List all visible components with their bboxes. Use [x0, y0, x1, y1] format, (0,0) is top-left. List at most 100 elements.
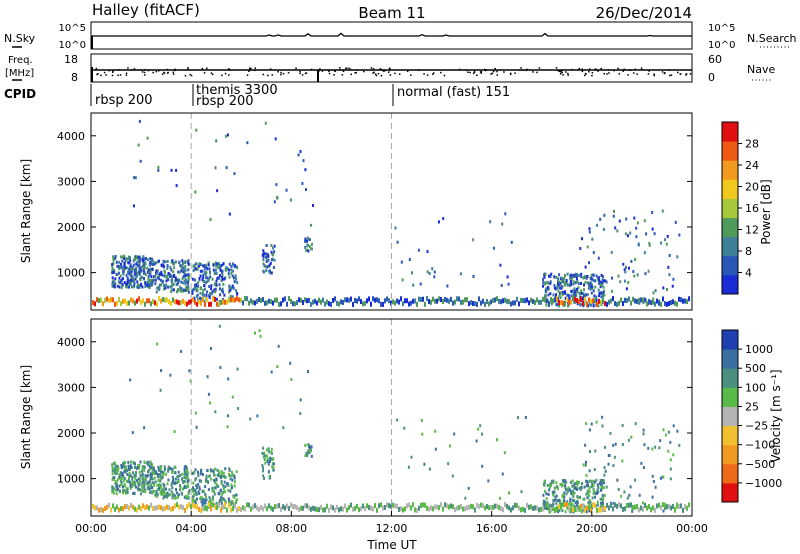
ground-scatter-cell: [534, 299, 536, 305]
ground-scatter-cell: [676, 502, 678, 508]
echo-cell: [163, 287, 166, 291]
echo-cell: [433, 270, 436, 274]
echo-cell: [222, 487, 225, 491]
echo-cell: [601, 485, 604, 489]
echo-cell: [171, 288, 174, 292]
ground-scatter-cell: [212, 502, 214, 508]
ground-scatter-cell: [622, 301, 624, 307]
echo-cell: [117, 280, 120, 284]
echo-cell: [153, 275, 156, 278]
echo-cell: [173, 288, 175, 292]
echo-cell: [605, 280, 608, 284]
echo-cell: [213, 489, 215, 493]
echo-cell: [570, 282, 573, 286]
echo-cell: [592, 289, 595, 293]
echo-cell: [556, 284, 559, 288]
echo-cell: [125, 487, 128, 491]
echo-cell: [266, 265, 269, 269]
time-x-axis: 00:00 04:00 08:00 12:00 16:00 20:00 00:00: [75, 511, 708, 535]
nave-point: [667, 69, 670, 71]
ground-scatter-cell: [466, 505, 468, 511]
echo-cell: [195, 128, 198, 132]
echo-cell: [213, 478, 216, 482]
ground-scatter-cell: [514, 502, 516, 508]
nave-point: [584, 74, 586, 77]
ground-scatter-cell: [312, 505, 314, 511]
echo-cell: [184, 282, 187, 286]
echo-cell: [592, 251, 595, 255]
echo-cell: [160, 264, 163, 268]
nave-point: [406, 70, 409, 73]
echo-cell: [228, 497, 230, 501]
echo-cell: [598, 291, 601, 295]
echo-cell: [268, 263, 271, 267]
echo-cell: [200, 469, 202, 473]
nave-point: [387, 71, 390, 73]
echo-cell: [200, 479, 202, 483]
echo-cell: [266, 460, 269, 464]
echo-cell: [129, 378, 132, 382]
colorbar-swatch: [722, 463, 738, 484]
echo-cell: [625, 287, 628, 291]
echo-cell: [205, 281, 208, 284]
echo-cell: [129, 278, 132, 282]
echo-cell: [553, 490, 556, 494]
ground-scatter-cell: [616, 503, 618, 509]
echo-cell: [209, 497, 212, 501]
echo-cell: [580, 303, 582, 307]
echo-cell: [188, 369, 191, 373]
echo-cell: [310, 454, 313, 458]
echo-cell: [203, 264, 206, 268]
echo-cell: [598, 276, 600, 280]
ground-scatter-cell: [338, 507, 340, 513]
echo-cell: [601, 424, 604, 428]
echo-cell: [168, 488, 171, 492]
echo-cell: [577, 282, 580, 285]
echo-cell: [396, 418, 399, 422]
ground-scatter-cell: [646, 505, 648, 511]
echo-cell: [593, 294, 596, 298]
echo-cell: [668, 273, 671, 277]
ground-scatter-cell: [236, 507, 238, 513]
y-tick-label: 1000: [57, 473, 85, 486]
nave-point: [227, 68, 230, 70]
echo-cell: [181, 289, 184, 293]
echo-cell: [662, 509, 665, 513]
echo-cell: [180, 287, 183, 291]
echo-cell: [176, 481, 179, 485]
echo-cell: [585, 510, 588, 514]
echo-cell: [123, 261, 126, 265]
echo-cell: [161, 492, 164, 496]
echo-cell: [208, 285, 211, 288]
echo-cell: [177, 493, 180, 497]
echo-cell: [652, 480, 655, 483]
nave-point: [158, 69, 160, 72]
ground-scatter-cell: [312, 299, 314, 305]
echo-cell: [563, 499, 566, 503]
echo-cell: [549, 292, 552, 296]
echo-cell: [160, 489, 163, 493]
echo-cell: [652, 291, 655, 295]
echo-cell: [304, 168, 307, 172]
echo-cell: [595, 299, 598, 303]
echo-cell: [578, 295, 581, 299]
echo-cell: [598, 280, 601, 284]
echo-cell: [622, 262, 625, 266]
echo-cell: [158, 287, 160, 291]
echo-cell: [119, 274, 122, 278]
echo-cell: [211, 469, 214, 473]
echo-cell: [592, 479, 595, 483]
echo-cell: [122, 491, 125, 495]
echo-cell: [163, 274, 166, 278]
ground-scatter-cell: [596, 507, 598, 513]
echo-cell: [572, 280, 575, 284]
echo-cell: [222, 262, 225, 266]
echo-cell: [118, 484, 121, 488]
echo-cell: [573, 487, 576, 491]
nave-point: [465, 69, 468, 72]
echo-cell: [612, 464, 615, 468]
echo-cell: [266, 253, 269, 257]
echo-cell: [624, 232, 627, 236]
echo-cell: [580, 275, 583, 279]
echo-cell: [226, 482, 228, 486]
